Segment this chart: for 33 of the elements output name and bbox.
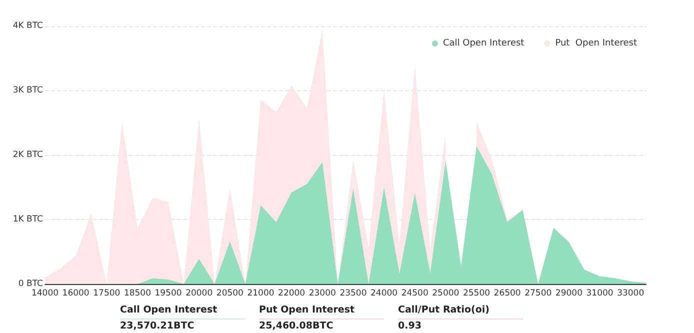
x-tick-label: 24500 [401,288,428,298]
text: 23,570.21BTC [120,320,194,332]
x-tick-label: 25000 [432,288,460,298]
x-tick-label: 19500 [154,288,182,298]
x-tick-label: 26500 [494,288,521,298]
text: Call Open Interest [120,304,218,316]
x-tick-label: 31000 [586,288,614,298]
legend-label: Put Open Interest [555,38,638,48]
x-tick-label: 33000 [617,288,644,298]
x-tick-label: 22000 [278,288,306,298]
x-tick-label: 20500 [216,288,244,298]
y-tick-label: 2K BTC [12,150,44,160]
text: Call/Put Ratio(oi) [398,304,490,316]
x-tick-label: 14000 [31,288,59,298]
x-tick-label: 20000 [186,288,213,298]
x-tick-label: 25500 [462,288,490,298]
text: 0.93 [398,320,422,332]
x-tick-label: 24000 [370,288,398,298]
x-tick-label: 23000 [308,288,336,298]
x-tick-label: 21000 [247,288,274,298]
y-tick-label: 3K BTC [12,86,44,96]
x-tick-label: 27500 [524,288,552,298]
y-tick-label: 4K BTC [12,21,44,31]
x-tick-label: 29000 [555,288,582,298]
x-tick-label: 23500 [340,288,367,298]
y-tick-label: 1K BTC [12,214,44,224]
legend-label: Call Open Interest [442,38,525,48]
y-tick-label: 0 BTC [18,279,44,289]
x-tick-label: 16000 [62,288,90,298]
x-tick-label: 18500 [124,288,151,298]
text: 25,460.08BTC [259,320,334,332]
x-tick-label: 17500 [93,288,120,298]
text: Put Open Interest [259,304,356,316]
